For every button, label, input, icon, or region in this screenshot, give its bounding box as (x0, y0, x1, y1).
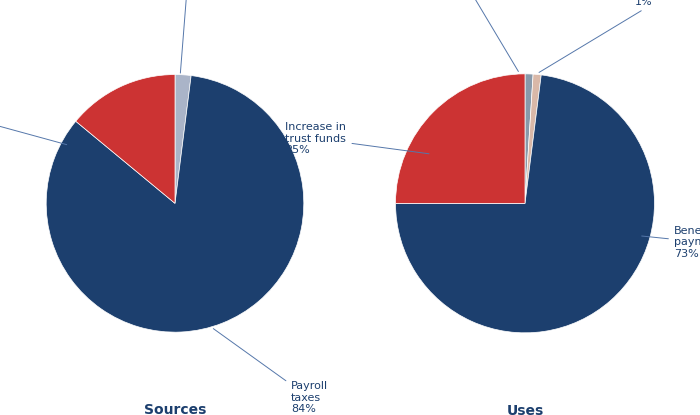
Wedge shape (76, 75, 175, 203)
Text: Administrative
expenses
1%: Administrative expenses 1% (539, 0, 700, 73)
Wedge shape (395, 75, 654, 333)
Text: Benefit
payments
73%: Benefit payments 73% (642, 226, 700, 259)
Text: Payroll
taxes
84%: Payroll taxes 84% (214, 329, 328, 414)
Text: Sources: Sources (144, 403, 206, 415)
Text: Taxation of
benefits
2%: Taxation of benefits 2% (158, 0, 218, 73)
Text: Railroad
Retirement
financial
interchange
1%: Railroad Retirement financial interchang… (414, 0, 519, 71)
Text: $744.9 billion: $744.9 billion (472, 404, 578, 415)
Wedge shape (46, 76, 304, 332)
Text: Interest
14%: Interest 14% (0, 103, 66, 145)
Wedge shape (525, 74, 533, 203)
Wedge shape (395, 74, 525, 203)
Text: $744.9 billion: $744.9 billion (122, 403, 228, 415)
Wedge shape (525, 74, 541, 203)
Text: Uses: Uses (506, 404, 544, 415)
Wedge shape (175, 75, 191, 203)
Text: Increase in
trust funds
25%: Increase in trust funds 25% (286, 122, 429, 155)
